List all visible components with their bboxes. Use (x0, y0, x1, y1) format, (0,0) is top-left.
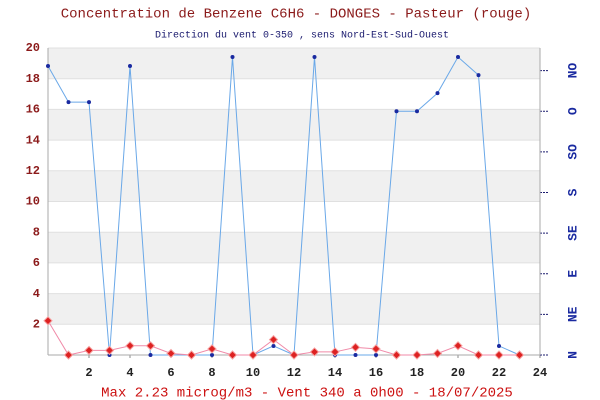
point (248, 350, 258, 360)
point (473, 350, 484, 360)
y-tick-label: 6 (33, 256, 40, 270)
x-tick-label: 16 (369, 366, 383, 380)
point (350, 342, 361, 353)
point (289, 350, 299, 360)
y2-tick-label: S (565, 188, 580, 196)
y-tick-label: 8 (33, 225, 40, 239)
y2-tick-label: NO (565, 63, 580, 79)
point (128, 64, 132, 69)
y-tick-label: 18 (26, 72, 40, 86)
x-tick-label: 4 (126, 366, 133, 380)
point (312, 55, 317, 60)
y-tick-label: 4 (33, 287, 40, 301)
chart-subtitle: Direction du vent 0-350 , sens Nord-Est-… (155, 30, 449, 42)
point (87, 100, 91, 105)
band (48, 48, 540, 79)
chart-title: Concentration de Benzene C6H6 - DONGES -… (61, 7, 531, 23)
series-line (47, 320, 520, 356)
point (456, 55, 460, 60)
y2-tick-label: SO (565, 144, 580, 160)
y2-tick-label: SE (565, 225, 580, 241)
chart-footer: Max 2.23 microg/m3 - Vent 340 a 0h00 - 1… (101, 386, 513, 400)
point (309, 347, 320, 357)
point (166, 348, 176, 359)
point (104, 345, 115, 356)
x-tick-label: 8 (208, 366, 215, 380)
y-tick-label: 16 (26, 103, 40, 117)
point (353, 353, 358, 357)
x-tick-label: 22 (492, 366, 506, 380)
series-line (47, 56, 520, 356)
band (48, 170, 540, 202)
point (494, 350, 504, 360)
point (148, 353, 153, 357)
point (268, 334, 279, 345)
point (230, 55, 235, 60)
point (207, 344, 217, 354)
point (412, 350, 422, 360)
point (210, 353, 214, 357)
point (432, 348, 443, 359)
point (43, 316, 53, 326)
point (394, 109, 399, 114)
x-tick-label: 20 (451, 366, 465, 380)
point (186, 350, 197, 360)
x-tick-label: 24 (533, 366, 547, 380)
point (514, 350, 525, 360)
point (271, 343, 276, 348)
x-tick-label: 14 (328, 366, 342, 380)
point (415, 109, 419, 114)
x-tick-label: 6 (167, 366, 174, 380)
point (84, 345, 94, 356)
point (497, 343, 501, 348)
point (374, 353, 378, 357)
x-tick-label: 10 (246, 366, 260, 380)
y2-tick-label: N (565, 351, 580, 359)
point (46, 64, 50, 69)
point (227, 350, 238, 360)
x-tick-label: 18 (410, 366, 424, 380)
y-tick-label: 12 (26, 164, 40, 178)
point (63, 350, 74, 360)
y2-tick-label: E (565, 270, 580, 278)
y-tick-label: 20 (26, 41, 40, 55)
point (330, 347, 340, 357)
x-tick-label: 2 (85, 366, 92, 380)
point (453, 341, 463, 351)
point (371, 344, 381, 354)
y-tick-label: 14 (26, 133, 40, 147)
band (48, 293, 540, 325)
point (391, 350, 402, 360)
point (125, 341, 135, 351)
point (435, 91, 440, 96)
x-tick-label: 12 (287, 366, 301, 380)
point (476, 73, 481, 78)
point (145, 341, 156, 351)
point (66, 100, 71, 105)
y2-tick-label: O (565, 107, 580, 115)
band (48, 109, 540, 141)
y-tick-label: 10 (26, 195, 40, 209)
y-tick-label: 2 (33, 317, 40, 331)
band (48, 232, 540, 263)
y2-tick-label: NE (565, 306, 580, 322)
